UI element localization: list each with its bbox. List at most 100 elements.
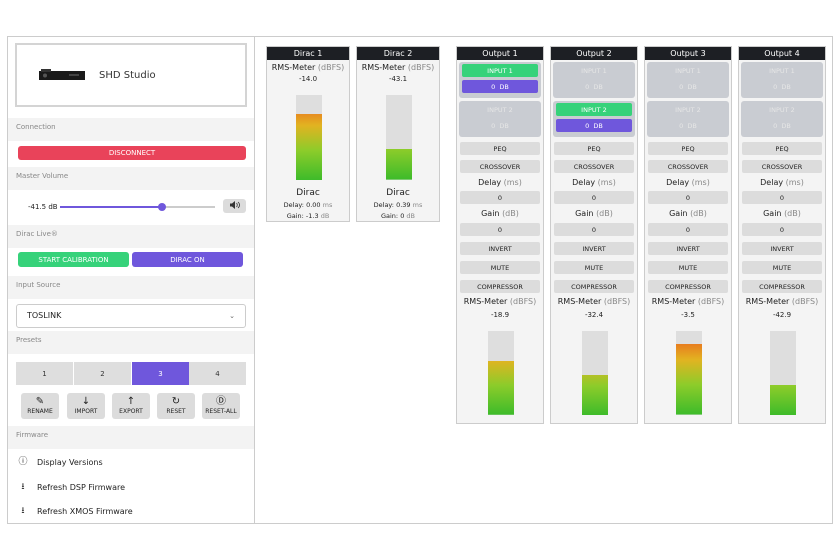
input1-button[interactable]: INPUT 1 [581,66,607,75]
arrow-down-icon: ↓ [81,396,91,407]
arrow-up-icon: ↑ [126,396,136,407]
peq-button[interactable]: PEQ [742,142,822,155]
section-firmware: Firmware [8,426,254,449]
rms-meter-bar [488,331,514,415]
compressor-button[interactable]: COMPRESSOR [742,280,822,293]
input1-gain[interactable]: 0 DB [679,82,697,91]
gain-input[interactable]: 0 [460,223,540,236]
preset-button-3[interactable]: 3 [132,362,189,385]
mute-button[interactable]: MUTE [648,261,728,274]
input1-gain[interactable]: 0 DB [585,82,603,91]
input2-button[interactable]: INPUT 2 [487,105,513,114]
crossover-button[interactable]: CROSSOVER [742,160,822,173]
invert-button[interactable]: INVERT [648,242,728,255]
gain-input[interactable]: 0 [742,223,822,236]
rms-value: -43.1 [388,75,408,83]
edit-icon: ✎ [35,396,45,407]
reset-all-button[interactable]: Ⓓ RESET-ALL [202,393,240,419]
input2-block: INPUT 2 0 DB [459,101,541,137]
invert-button[interactable]: INVERT [742,242,822,255]
device-name: SHD Studio [99,69,156,81]
info-icon: ⓘ [18,457,28,467]
delay-input[interactable]: 0 [648,191,728,204]
volume-slider[interactable] [60,203,215,211]
delay-input[interactable]: 0 [554,191,634,204]
refresh-dsp-firmware-link[interactable]: ⭳ Refresh DSP Firmware [18,482,125,492]
output-channel-4: Output 4 INPUT 1 0 DB INPUT 2 0 DB PEQ C… [738,46,826,424]
input1-button[interactable]: INPUT 1 [675,66,701,75]
input2-gain[interactable]: 0 DB [679,121,697,130]
rms-meter-bar [770,331,796,415]
gain-input[interactable]: 0 [554,223,634,236]
rms-meter-fill [582,374,608,415]
crossover-button[interactable]: CROSSOVER [554,160,634,173]
rms-meter-title: RMS-Meter (dBFS) [557,297,631,306]
device-card[interactable]: SHD Studio [15,43,247,107]
rms-meter-bar [386,95,412,180]
gain-input[interactable]: 0 [648,223,728,236]
display-versions-link[interactable]: ⓘ Display Versions [18,457,103,467]
gain-title: Gain (dB) [575,209,613,218]
chevron-down-icon: ⌄ [229,312,235,320]
rms-meter-title: RMS-Meter (dBFS) [651,297,725,306]
rms-value: -3.5 [681,311,695,319]
compressor-button[interactable]: COMPRESSOR [648,280,728,293]
device-image-icon [39,68,85,82]
export-button[interactable]: ↑ EXPORT [112,393,150,419]
input1-gain[interactable]: 0 DB [462,80,538,93]
delay-input[interactable]: 0 [460,191,540,204]
rms-meter-title: RMS-Meter (dBFS) [271,63,345,72]
import-button[interactable]: ↓ IMPORT [67,393,105,419]
start-calibration-button[interactable]: START CALIBRATION [18,252,129,267]
reset-button[interactable]: ↻ RESET [157,393,195,419]
volume-slider-knob[interactable] [158,203,167,211]
delay-title: Delay (ms) [760,178,804,187]
preset-button-2[interactable]: 2 [74,362,131,385]
input2-button[interactable]: INPUT 2 [556,103,632,116]
preset-button-1[interactable]: 1 [16,362,73,385]
compressor-button[interactable]: COMPRESSOR [554,280,634,293]
speaker-icon [229,201,240,211]
mute-toggle-button[interactable] [223,199,246,213]
channel-header: Output 2 [551,47,637,60]
input-source-select[interactable]: TOSLINK ⌄ [16,304,246,328]
mute-button[interactable]: MUTE [742,261,822,274]
mute-button[interactable]: MUTE [460,261,540,274]
input2-gain[interactable]: 0 DB [491,121,509,130]
refresh-icon: ↻ [171,396,181,407]
peq-button[interactable]: PEQ [554,142,634,155]
app-window: SHD Studio Connection DISCONNECT Master … [7,36,833,524]
peq-button[interactable]: PEQ [648,142,728,155]
delay-readout: Delay: 0.39 ms [373,201,423,209]
mute-button[interactable]: MUTE [554,261,634,274]
dirac-channel-2: Dirac 2 RMS-Meter (dBFS) -43.1 Dirac Del… [356,46,440,222]
delay-title: Delay (ms) [666,178,710,187]
disconnect-button[interactable]: DISCONNECT [18,146,246,160]
crossover-button[interactable]: CROSSOVER [648,160,728,173]
invert-button[interactable]: INVERT [554,242,634,255]
rms-meter-bar [676,331,702,415]
crossover-button[interactable]: CROSSOVER [460,160,540,173]
input2-button[interactable]: INPUT 2 [769,105,795,114]
rename-button[interactable]: ✎ RENAME [21,393,59,419]
gain-readout: Gain: 0 dB [380,212,416,220]
input1-button[interactable]: INPUT 1 [462,64,538,77]
rms-meter-fill [386,149,412,180]
rms-value: -32.4 [584,311,604,319]
dirac-on-button[interactable]: DIRAC ON [132,252,243,267]
rms-meter-title: RMS-Meter (dBFS) [361,63,435,72]
delay-input[interactable]: 0 [742,191,822,204]
input2-gain[interactable]: 0 DB [556,119,632,132]
refresh-xmos-firmware-link[interactable]: ⭳ Refresh XMOS Firmware [18,506,132,516]
input1-gain[interactable]: 0 DB [773,82,791,91]
rms-meter-fill [488,361,514,415]
invert-button[interactable]: INVERT [460,242,540,255]
input1-button[interactable]: INPUT 1 [769,66,795,75]
rms-value: -18.9 [490,311,510,319]
compressor-button[interactable]: COMPRESSOR [460,280,540,293]
input2-button[interactable]: INPUT 2 [675,105,701,114]
rms-value: -14.0 [298,75,318,83]
input2-gain[interactable]: 0 DB [773,121,791,130]
peq-button[interactable]: PEQ [460,142,540,155]
preset-button-4[interactable]: 4 [189,362,246,385]
